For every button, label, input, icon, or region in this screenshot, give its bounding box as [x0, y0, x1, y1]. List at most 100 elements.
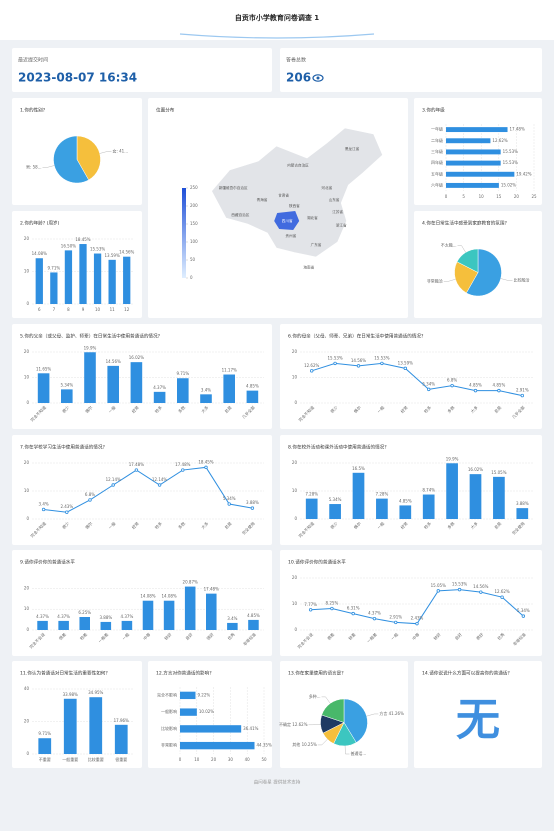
bar	[50, 272, 58, 304]
x-tick-label: 偶尔	[352, 404, 362, 414]
data-label: 14.08%	[140, 594, 155, 599]
point	[330, 606, 334, 611]
x-tick-label: 大多	[200, 520, 210, 530]
bar	[58, 620, 69, 630]
x-tick-label: 偶尔	[352, 520, 362, 530]
point	[436, 589, 440, 593]
data-label: 12.14%	[152, 477, 167, 482]
header-bar	[0, 0, 554, 40]
slice-label: 非常融洽	[427, 278, 443, 284]
panel	[12, 550, 272, 656]
point	[111, 483, 115, 487]
x-tick-label: 偶尔	[84, 404, 94, 414]
point	[500, 595, 504, 599]
eye-pupil[interactable]	[316, 76, 320, 80]
data-label: 15.53%	[452, 582, 467, 587]
y-tick-label: 五年级	[431, 170, 443, 176]
x-tick-label: 大多	[469, 404, 479, 414]
stat-value: 206	[286, 71, 311, 85]
data-label: 3.4%	[201, 387, 211, 392]
region-label: 海南省	[303, 265, 314, 270]
point	[457, 587, 462, 592]
chart-title: 13.你在家里使用的语言是?	[288, 670, 344, 677]
leader-line	[308, 724, 321, 725]
data-label: 7.77%	[304, 602, 317, 607]
y-tick-label: 20	[292, 575, 298, 580]
y-tick-label: 六年级	[431, 181, 443, 187]
x-tick-label: 优秀	[226, 631, 236, 641]
x-tick-label: 10	[194, 757, 200, 762]
eye-outline[interactable]	[312, 74, 324, 82]
data-label: 7.28%	[376, 492, 389, 497]
x-tick-label: 总是	[492, 404, 502, 414]
slice-label: 其他 10.25%	[292, 741, 317, 747]
data-label: 4.37%	[121, 614, 134, 619]
x-tick-label: 一般重要	[62, 756, 78, 762]
data-label: 6.8%	[85, 492, 95, 497]
x-tick-label: 20	[514, 194, 520, 199]
bar	[142, 600, 154, 630]
x-tick-label: 很好	[205, 631, 215, 641]
data-label: 11.65%	[36, 366, 51, 371]
x-tick-label: 15	[496, 194, 502, 199]
data-label: 4.37%	[153, 385, 166, 390]
x-tick-label: 较差	[347, 631, 357, 641]
y-tick-label: 10	[24, 488, 30, 493]
header-decoration	[179, 33, 375, 39]
scale-label: 0	[190, 275, 193, 280]
leader-line	[500, 278, 513, 281]
data-label: 4.85%	[493, 383, 506, 388]
scale-label: 100	[190, 239, 198, 244]
x-tick-label: 经常	[399, 520, 409, 530]
bar	[177, 378, 189, 403]
x-tick-label: 一般	[375, 520, 385, 530]
chart-title: 6.你的母亲（父母、师辈、兄弟）在日常生活中使用普通话的情况?	[288, 333, 424, 340]
bar	[180, 691, 196, 700]
y-tick-label: 四年级	[431, 159, 443, 165]
data-label: 2.43%	[411, 616, 424, 621]
data-label: 19.9%	[446, 456, 459, 461]
x-tick-label: 中等	[411, 631, 421, 641]
y-tick-label: 40	[24, 686, 30, 691]
x-tick-label: 总是	[492, 520, 502, 530]
y-tick-label: 非常影响	[161, 742, 177, 748]
leader-line	[366, 713, 379, 717]
chart-title: 位置分布	[156, 107, 175, 114]
region-label: 内蒙古自治区	[287, 163, 309, 168]
x-tick-label: 很差	[325, 631, 335, 641]
chart-title: 12.方言对你普通话的影响?	[156, 670, 212, 677]
x-tick-label: 经常	[130, 404, 140, 414]
bar	[79, 244, 87, 304]
data-label: 15.02%	[501, 182, 516, 187]
y-tick-label: 0	[294, 627, 297, 632]
data-label: 16.5%	[352, 466, 365, 471]
y-tick-label: 0	[294, 516, 297, 521]
panel	[280, 324, 542, 429]
slice-label: 不太融...	[441, 242, 457, 248]
scale-label: 150	[190, 221, 198, 226]
y-tick-label: 10	[24, 606, 30, 611]
data-label: 15.53%	[503, 149, 518, 154]
bar	[422, 494, 435, 519]
data-label: 4.85%	[399, 498, 412, 503]
y-tick-label: 20	[24, 719, 30, 724]
pie-slice	[456, 248, 479, 273]
point	[380, 361, 384, 366]
x-tick-label: 6	[38, 307, 41, 312]
bar	[223, 374, 235, 403]
data-label: 10.02%	[199, 709, 214, 714]
data-label: 4.85%	[469, 383, 482, 388]
y-tick-label: 10	[292, 601, 298, 606]
stat-value: 2023-08-07 16:34	[18, 71, 137, 85]
data-label: 2.91%	[516, 388, 529, 393]
chart-title: 1.你的性别?	[20, 107, 46, 114]
line	[311, 362, 523, 397]
y-tick-label: 20	[292, 460, 298, 465]
bar	[130, 362, 143, 403]
eye-icon[interactable]	[312, 74, 324, 82]
data-label: 11.17%	[222, 368, 237, 373]
x-tick-label: 11	[110, 307, 116, 312]
data-label: 12.62%	[492, 138, 507, 143]
x-tick-label: 比较重要	[88, 756, 104, 762]
x-tick-label: 10	[95, 307, 101, 312]
